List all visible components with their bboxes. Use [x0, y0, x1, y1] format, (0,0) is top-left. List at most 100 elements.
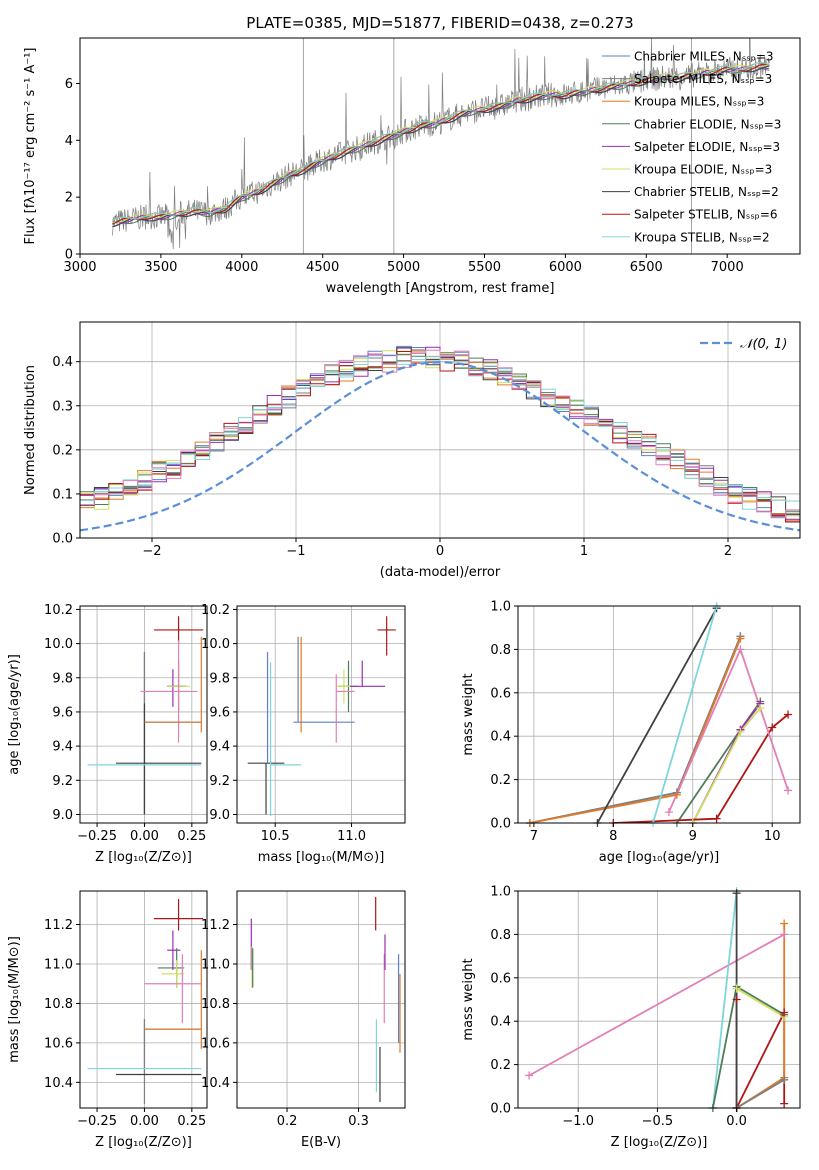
x-tick-label: 10.5	[261, 829, 290, 844]
histogram-sm	[80, 351, 800, 526]
plot-area	[112, 38, 770, 254]
chart-spectrum: Chabrier MILES, Nₛₛₚ=3 Salpeter MILES, Nₛ…	[23, 37, 801, 296]
model-line-3	[112, 66, 770, 225]
plus-marker	[768, 723, 777, 732]
plus-marker	[784, 786, 793, 795]
legend-label: Chabrier ELODIE, Nₛₛₚ=3	[634, 117, 781, 131]
axes-frame	[236, 605, 406, 824]
plus-marker	[780, 930, 789, 939]
x-tick-label: 10	[764, 829, 781, 844]
y-tick-label: 9.2	[209, 774, 230, 789]
y-tick-label: 11.2	[44, 918, 73, 933]
plus-marker	[756, 703, 765, 712]
x-tick-label: −1	[286, 544, 305, 559]
x-tick-label: 5000	[387, 260, 420, 275]
y-tick-label: 0.8	[490, 643, 511, 658]
plot-area	[247, 616, 396, 817]
legend-label: Kroupa MILES, Nₛₛₚ=3	[634, 95, 764, 109]
normal-curve	[80, 360, 800, 532]
weight-line-cm	[529, 636, 742, 823]
x-axis-label: (data-model)/error	[380, 565, 501, 580]
x-tick-label: 7000	[711, 260, 744, 275]
x-tick-label: 0.2	[277, 1114, 298, 1129]
chart-residuals: 𝒩(0, 1) −2 −1 0 1 2 0.0 0.1 0.2 0.3 0.4 (data-model…	[23, 321, 801, 580]
y-tick-label: 10.8	[44, 997, 73, 1012]
y-tick-label: 6	[65, 77, 73, 92]
x-axis-label: Z [log₁₀(Z/Z⊙)]	[95, 850, 192, 865]
axes-frame	[517, 890, 801, 1109]
y-tick-label: 1.0	[490, 600, 511, 615]
x-tick-label: −1.0	[562, 1114, 594, 1129]
chart-mass_vs_Z: −0.25 0.00 0.25 10.4 10.6 10.8 11.0 11.2 Z [log₁…	[7, 890, 208, 1150]
x-tick-label: 0.00	[130, 1114, 159, 1129]
x-tick-label: 3000	[63, 260, 96, 275]
y-tick-label: 9.4	[209, 740, 230, 755]
plus-marker	[780, 919, 789, 928]
model-line-8	[112, 61, 770, 221]
legend-label: Chabrier MILES, Nₛₛₚ=3	[634, 50, 774, 64]
plus-marker	[736, 634, 745, 643]
legend-label: Chabrier STELIB, Nₛₛₚ=2	[634, 185, 779, 199]
x-tick-label: 6000	[549, 260, 582, 275]
plot-area	[80, 345, 800, 532]
x-tick-label: 6500	[630, 260, 663, 275]
weight-line-ke	[692, 707, 761, 823]
legend: Chabrier MILES, Nₛₛₚ=3 Salpeter MILES, Nₛ…	[602, 50, 781, 244]
y-tick-label: 0	[65, 248, 73, 263]
y-tick-label: 0.0	[52, 532, 73, 547]
x-tick-label: 2	[724, 544, 732, 559]
weight-line-ks	[712, 891, 738, 1108]
weight-line-sm	[529, 636, 742, 823]
plus-marker	[525, 1071, 534, 1080]
y-axis-label: age [log₁₀(age/yr)]	[7, 654, 22, 775]
y-tick-label: 10.4	[44, 1076, 73, 1091]
x-tick-label: 4000	[225, 260, 258, 275]
x-axis-label: Z [log₁₀(Z/Z⊙)]	[95, 1135, 192, 1150]
y-tick-label: 0.0	[490, 1102, 511, 1117]
plot-area	[528, 891, 786, 1108]
y-axis-label: Flux [fλ10⁻¹⁷ erg cm⁻² s⁻¹ A⁻¹]	[23, 48, 38, 245]
histogram-se	[80, 346, 800, 520]
y-axis-label: mass weight	[461, 958, 476, 1040]
x-tick-label: −2	[142, 544, 161, 559]
y-tick-label: 10.6	[201, 1036, 230, 1051]
y-tick-label: 10.8	[201, 997, 230, 1012]
y-tick-label: 11.0	[44, 957, 73, 972]
chart-age_vs_Z: −0.25 0.00 0.25 9.0 9.2 9.4 9.6 9.8 10.0 10.2 Z [l…	[7, 603, 208, 865]
y-tick-label: 0.2	[52, 443, 73, 458]
x-tick-label: 7	[530, 829, 538, 844]
plus-marker	[672, 790, 681, 799]
x-tick-label: 0.0	[726, 1114, 747, 1129]
x-axis-label: wavelength [Angstrom, rest frame]	[326, 281, 555, 296]
y-tick-label: 0.2	[490, 1058, 511, 1073]
axes-frame	[79, 890, 208, 1109]
x-tick-label: 9	[689, 829, 697, 844]
weight-line-ke	[736, 987, 785, 1018]
y-tick-label: 10.2	[44, 603, 73, 618]
y-axis-label: mass [log₁₀(M/M⊙)]	[7, 936, 22, 1063]
axes-frame	[79, 605, 208, 824]
y-tick-label: 0.1	[52, 487, 73, 502]
y-tick-label: 9.8	[52, 671, 73, 686]
chart-age_vs_mass: 10.5 11.0 9.0 9.2 9.4 9.6 9.8 10.0 10.2 mass [log…	[201, 603, 406, 865]
x-axis-label: mass [log₁₀(M/M⊙)]	[258, 850, 385, 865]
y-axis-label: mass weight	[461, 673, 476, 755]
histogram-km	[80, 351, 800, 521]
plus-marker	[736, 727, 745, 736]
y-tick-label: 9.2	[52, 774, 73, 789]
plus-marker	[664, 808, 673, 817]
histogram-ce	[80, 354, 800, 525]
x-tick-label: 11.0	[337, 829, 366, 844]
x-tick-label: 0.25	[177, 829, 206, 844]
y-tick-label: 0.4	[490, 730, 511, 745]
plot-area	[87, 616, 204, 815]
y-tick-label: 9.0	[52, 808, 73, 823]
y-tick-label: 9.6	[209, 705, 230, 720]
legend-label: Salpeter ELODIE, Nₛₛₚ=3	[634, 140, 780, 154]
y-tick-label: 9.6	[52, 705, 73, 720]
x-tick-label: 8	[609, 829, 617, 844]
axes-frame	[79, 37, 801, 255]
legend-label: Kroupa ELODIE, Nₛₛₚ=3	[634, 163, 772, 177]
histogram-ke	[80, 350, 800, 520]
